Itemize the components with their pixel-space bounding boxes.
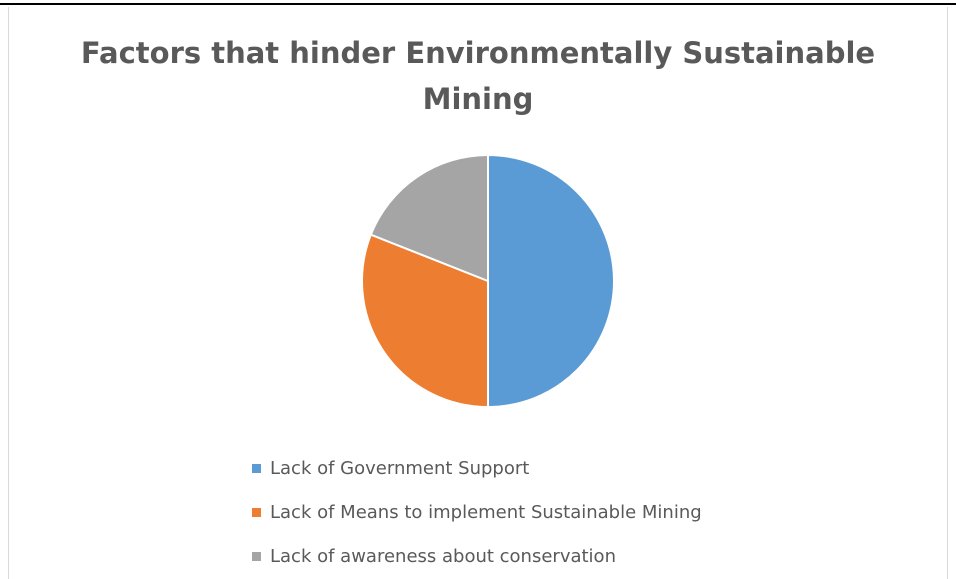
legend-item-2: Lack of Means to implement Sustainable M… <box>252 490 702 534</box>
pie-slice-1 <box>487 154 615 408</box>
legend-item-3: Lack of awareness about conservation <box>252 534 702 578</box>
legend-label-3: Lack of awareness about conservation <box>270 545 616 567</box>
legend-swatch-2 <box>252 507 261 517</box>
pie-slice-2 <box>361 233 489 408</box>
legend-label-2: Lack of Means to implement Sustainable M… <box>270 501 702 523</box>
chart-legend: Lack of Government Support Lack of Means … <box>252 446 702 578</box>
legend-swatch-1 <box>252 463 261 473</box>
chart-title-line-1: Factors that hinder Environmentally Sust… <box>80 36 876 70</box>
chart-title-line-2: Mining <box>422 82 534 116</box>
pie-slice-3 <box>369 154 489 282</box>
legend-label-1: Lack of Government Support <box>270 457 530 479</box>
top-border <box>0 3 956 5</box>
chart-title: Factors that hinder Environmentally Sust… <box>0 30 956 122</box>
legend-item-1: Lack of Government Support <box>252 446 702 490</box>
legend-swatch-3 <box>252 551 261 561</box>
